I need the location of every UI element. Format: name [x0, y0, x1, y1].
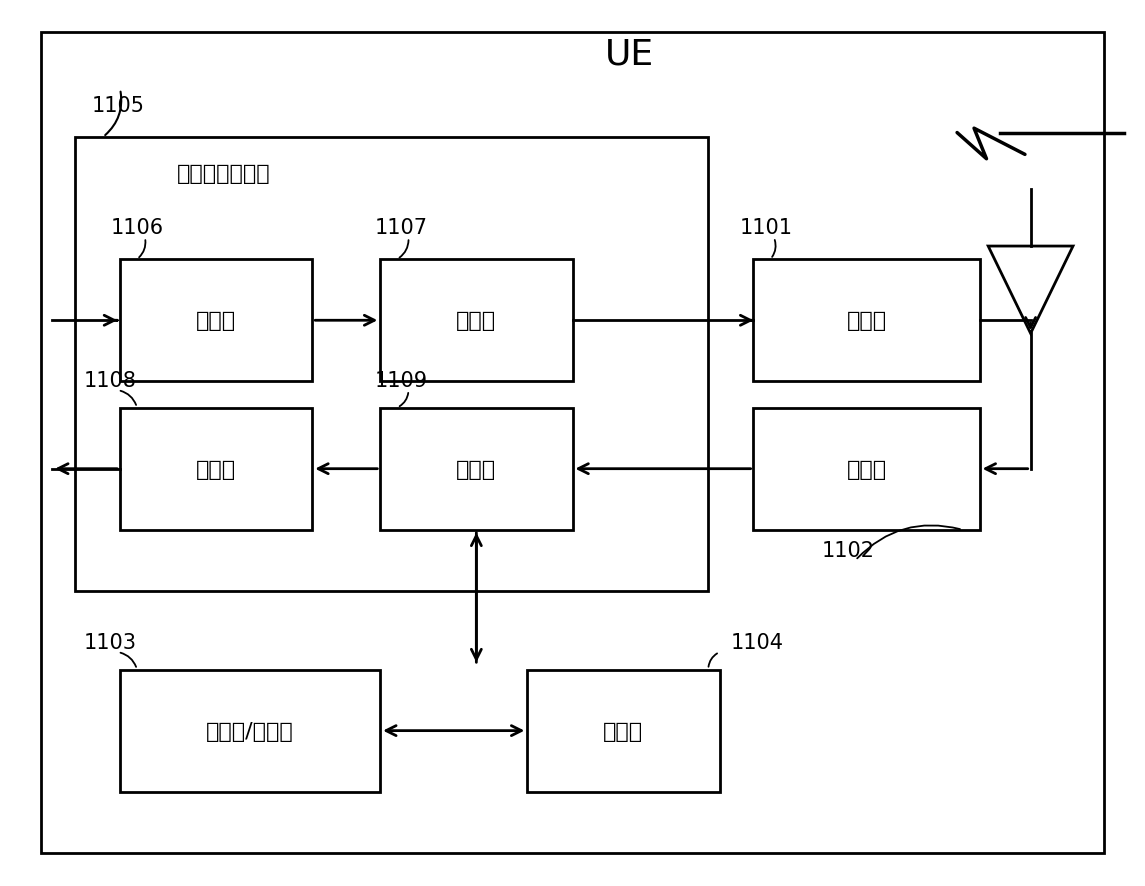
Text: 调制解调处理器: 调制解调处理器 [176, 164, 270, 184]
Text: 1109: 1109 [374, 370, 428, 391]
Text: 编码器: 编码器 [196, 311, 236, 330]
Text: 1102: 1102 [821, 540, 875, 561]
Text: 解调器: 解调器 [457, 459, 497, 479]
Text: 1105: 1105 [92, 96, 144, 116]
Bar [74, 137, 709, 591]
Bar [753, 260, 980, 382]
Text: 1108: 1108 [84, 370, 136, 391]
Text: UE: UE [605, 38, 654, 72]
Text: 发射器: 发射器 [846, 311, 886, 330]
Bar [120, 408, 313, 530]
Bar [120, 260, 313, 382]
Text: 1106: 1106 [111, 218, 164, 238]
Text: 存储器: 存储器 [603, 721, 643, 741]
Bar [527, 670, 719, 792]
Text: 1103: 1103 [84, 633, 137, 652]
Text: 1107: 1107 [374, 218, 427, 238]
Text: 1104: 1104 [731, 633, 784, 652]
Text: 接收器: 接收器 [846, 459, 886, 479]
Bar [120, 670, 380, 792]
Text: 解码器: 解码器 [196, 459, 236, 479]
Text: 调制器: 调制器 [457, 311, 497, 330]
Bar [380, 260, 572, 382]
Text: 控制器/处理器: 控制器/处理器 [206, 721, 294, 741]
Bar [380, 408, 572, 530]
Bar [753, 408, 980, 530]
Text: 1101: 1101 [740, 218, 792, 238]
